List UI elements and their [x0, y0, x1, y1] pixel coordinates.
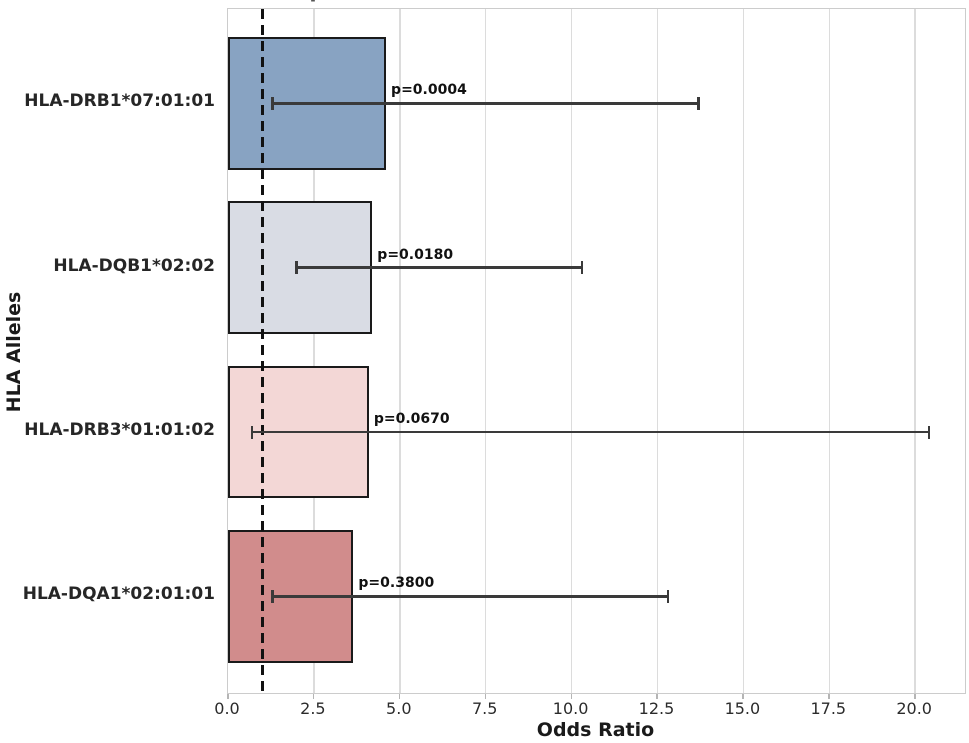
- x-tick-mark: [312, 693, 315, 699]
- x-tick-mark: [398, 693, 401, 699]
- x-tick-label-0.0: 0.0: [214, 699, 240, 718]
- y-tick-label-HLA-DRB1*07:01:01: HLA-DRB1*07:01:01: [24, 91, 215, 112]
- x-tick-mark: [570, 693, 573, 699]
- x-tick-mark: [742, 693, 744, 699]
- y-tick-label-HLA-DRB3*01:01:02: HLA-DRB3*01:01:02: [24, 420, 215, 441]
- error-bar-cap: [271, 589, 274, 603]
- y-tick-label-HLA-DQA1*02:01:01: HLA-DQA1*02:01:01: [22, 584, 215, 605]
- error-bar-line: [296, 266, 582, 269]
- plot-area: p=0.0004 p=0.0180 p=0.0670 p=0.3800: [227, 8, 966, 694]
- error-bar-cap: [250, 425, 254, 439]
- gridline-x-20.0: [914, 9, 916, 693]
- x-tick-label-10.0: 10.0: [552, 699, 589, 718]
- error-bar-cap: [271, 96, 274, 110]
- gridline-x-5.0: [399, 9, 401, 693]
- x-tick-label-7.5: 7.5: [471, 699, 498, 718]
- x-axis-title: Odds Ratio: [536, 719, 655, 741]
- x-tick-mark: [914, 693, 916, 699]
- x-tick-label-5.0: 5.0: [386, 699, 412, 718]
- error-bar-line: [252, 430, 929, 434]
- x-tick-mark: [227, 693, 229, 699]
- error-bar-cap: [295, 261, 298, 275]
- partial-title-mark: -: [310, 0, 316, 7]
- gridline-x-10.0: [570, 9, 573, 693]
- p-value-label: p=0.3800: [358, 575, 435, 592]
- x-tick-label-2.5: 2.5: [300, 699, 326, 718]
- error-bar-cap: [580, 261, 584, 275]
- x-tick-label-15.0: 15.0: [724, 699, 761, 718]
- gridline-x-12.5: [656, 9, 659, 693]
- y-tick-label-HLA-DQB1*02:02: HLA-DQB1*02:02: [53, 255, 215, 276]
- reference-line-or-1: [261, 9, 264, 693]
- p-value-label: p=0.0004: [391, 82, 467, 99]
- error-bar-line: [272, 595, 668, 598]
- error-bar-line: [272, 102, 699, 105]
- p-value-label: p=0.0180: [377, 246, 454, 263]
- gridline-x-17.5: [828, 9, 831, 693]
- p-value-label: p=0.0670: [373, 411, 450, 428]
- error-bar-cap: [927, 425, 931, 439]
- x-tick-mark: [656, 693, 658, 699]
- gridline-x-2.5: [313, 9, 315, 693]
- error-bar-cap: [666, 589, 670, 603]
- y-axis-title: HLA Alleles: [3, 291, 25, 413]
- gridline-x-15.0: [742, 9, 745, 693]
- gridline-x-7.5: [484, 9, 487, 693]
- x-tick-label-12.5: 12.5: [638, 699, 675, 718]
- error-bar-cap: [697, 96, 700, 110]
- x-tick-mark: [828, 693, 830, 699]
- x-tick-label-20.0: 20.0: [896, 699, 932, 718]
- x-tick-mark: [484, 693, 487, 699]
- x-tick-label-17.5: 17.5: [810, 699, 847, 718]
